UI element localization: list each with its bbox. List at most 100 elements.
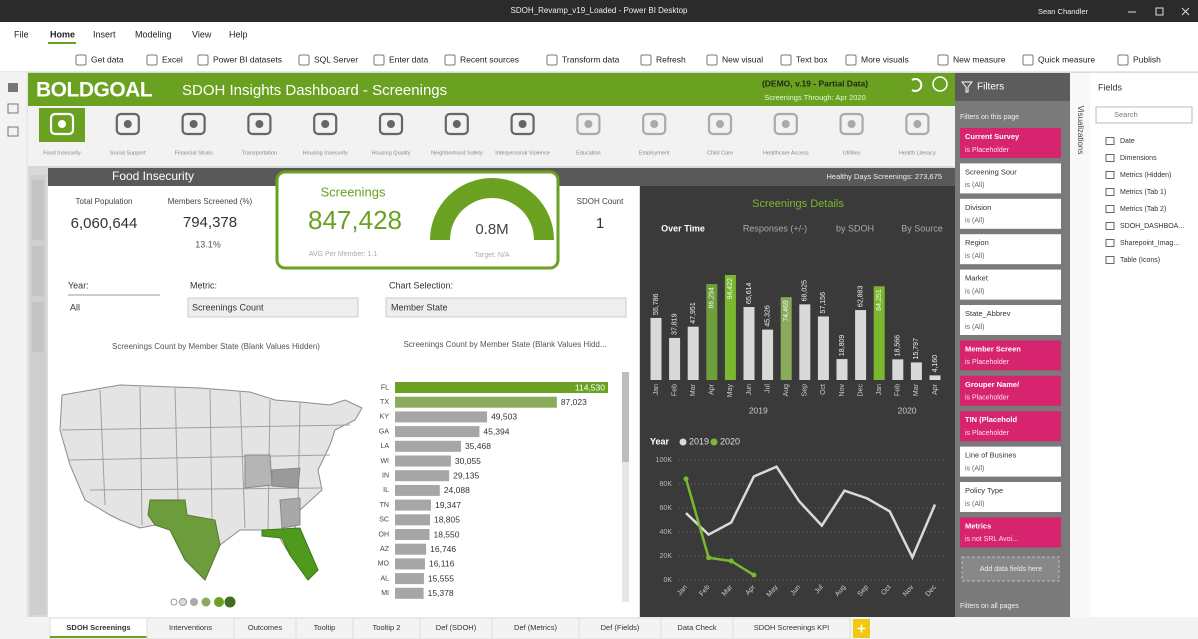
report-view-icon[interactable] [8,83,18,92]
filter-state[interactable]: is Placeholder [965,430,1010,437]
ribbon-icon[interactable] [197,54,209,66]
category-label[interactable]: Social Support [110,150,146,156]
filter-name[interactable]: State_Abbrev [965,309,1011,318]
filter-state[interactable]: is Placeholder [965,395,1010,402]
ribbon-icon[interactable] [1117,54,1129,66]
ribbon-item[interactable]: Transform data [562,54,620,64]
maximize[interactable] [1155,7,1164,16]
page-tab-label[interactable]: Tooltip [314,623,336,632]
ribbon-icon[interactable] [780,54,792,66]
category-icon[interactable] [247,112,272,136]
ribbon-item[interactable]: New visual [722,54,763,64]
category-label[interactable]: Financial Strain [175,150,213,156]
filter-card[interactable] [960,128,1061,158]
category-icon[interactable] [642,112,667,136]
filter-name[interactable]: Metrics [965,521,991,530]
field-table[interactable]: Metrics (Tab 2) [1120,206,1166,213]
category-label[interactable]: Education [576,150,600,156]
page-tab-label[interactable]: Def (Fields) [601,623,640,632]
filter-card[interactable] [960,163,1061,194]
filter-card[interactable] [960,411,1061,442]
page-tab-label[interactable]: Data Check [677,623,716,632]
filter-name[interactable]: Grouper Name/ [965,380,1020,389]
category-label[interactable]: Housing Quality [372,150,411,156]
category-icon[interactable] [313,112,338,136]
menu-item[interactable]: Insert [93,29,116,39]
filter-state[interactable]: is (All) [965,253,984,260]
category-label[interactable]: Employment [639,150,670,156]
panel-tab[interactable]: Over Time [661,223,705,233]
data-view-icon[interactable] [7,103,19,114]
filter-card[interactable] [960,269,1061,300]
category-label[interactable]: Neighborhood Safety [431,150,483,156]
category-label[interactable]: Health Literacy [899,150,936,156]
field-table[interactable]: Table (Icons) [1120,257,1160,264]
category-icon[interactable] [576,112,601,136]
visualizations-strip[interactable] [1070,73,1090,620]
slicer-value[interactable]: All [70,302,80,312]
filter-state[interactable]: is Placeholder [965,359,1010,366]
filter-name[interactable]: TIN (Placehold [965,415,1018,424]
ribbon-item[interactable]: Refresh [656,54,686,64]
scroll-thumb[interactable] [622,372,629,462]
category-icon[interactable] [115,112,140,136]
filter-card[interactable] [960,482,1061,512]
filter-name[interactable]: Market [965,274,989,283]
ribbon-icon[interactable] [546,54,558,66]
ribbon-icon[interactable] [1022,54,1034,66]
field-table[interactable]: Metrics (Tab 1) [1120,189,1166,196]
info-icon[interactable] [932,76,948,92]
slicer-value[interactable]: Screenings Count [192,302,264,312]
category-label[interactable]: Healthcare Access [763,150,809,156]
filter-card[interactable] [960,234,1061,265]
category-label[interactable]: Child Care [707,150,733,156]
ribbon-item[interactable]: Text box [796,54,828,64]
category-icon[interactable] [444,112,469,136]
category-icon[interactable] [510,112,535,136]
ribbon-item[interactable]: More visuals [861,54,909,64]
visualizations-label[interactable]: Visualizations [1076,106,1085,155]
ribbon-item[interactable]: Quick measure [1038,54,1095,64]
filter-name[interactable]: Current Survey [965,132,1020,141]
model-view-icon[interactable] [7,126,19,137]
menu-item[interactable]: Help [229,29,248,39]
filter-name[interactable]: Policy Type [965,486,1003,495]
drop-zone[interactable] [961,556,1060,582]
ribbon-icon[interactable] [373,54,385,66]
close[interactable] [1181,7,1190,16]
ribbon-item[interactable]: New measure [953,54,1006,64]
filter-name[interactable]: Region [965,238,989,247]
page-tab-label[interactable]: SDOH Screenings [66,623,130,632]
filter-state[interactable]: is (All) [965,182,984,189]
filter-state[interactable]: is not SRL Avoi... [965,536,1018,543]
filter-name[interactable]: Division [965,203,991,212]
field-table[interactable]: Sharepoint_Imag... [1120,240,1179,247]
field-table[interactable]: Metrics (Hidden) [1120,172,1171,179]
category-icon[interactable] [378,112,404,136]
category-label[interactable]: Utilities [843,150,861,156]
menu-item[interactable]: File [14,29,29,39]
page-tab-label[interactable]: Outcomes [248,623,282,632]
filter-name[interactable]: Member Screen [965,344,1021,353]
category-icon[interactable] [49,112,75,136]
slicer-box[interactable] [187,297,359,318]
filter-card[interactable] [960,305,1061,335]
filter-card[interactable] [960,198,1061,229]
category-icon[interactable] [839,112,864,136]
scrollbar[interactable] [622,372,629,602]
page-tab-label[interactable]: Def (Metrics) [514,623,557,632]
filter-name[interactable]: Screening Sour [965,167,1017,176]
ribbon-item[interactable]: Recent sources [460,54,519,64]
field-table[interactable]: Dimensions [1120,155,1157,162]
ribbon-icon[interactable] [146,54,158,66]
filter-state[interactable]: is (All) [965,465,984,472]
ribbon-item[interactable]: Power BI datasets [213,54,282,64]
panel-tab[interactable]: By Source [901,223,943,233]
category-label[interactable]: Housing Insecurity [303,150,348,156]
window-controls[interactable] [1128,7,1190,16]
panel-tab[interactable]: by SDOH [836,223,874,233]
ribbon-icon[interactable] [937,54,949,66]
category-icon[interactable] [707,112,733,136]
menu-item[interactable]: View [192,29,212,39]
fields-title[interactable]: Fields [1098,82,1123,92]
